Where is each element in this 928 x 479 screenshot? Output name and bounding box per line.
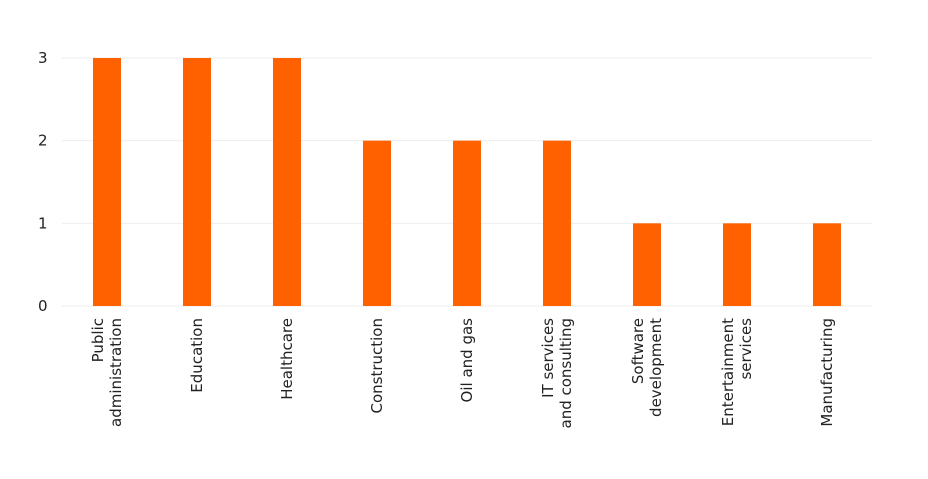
x-category-label: Software development: [629, 318, 665, 417]
x-category-label: Manufacturing: [818, 318, 836, 427]
bar: [93, 58, 121, 306]
y-tick-label: 2: [38, 132, 48, 150]
x-category-label: Oil and gas: [458, 318, 476, 403]
bars: [93, 58, 841, 306]
x-category-label-line: Software: [629, 318, 647, 384]
bar: [363, 140, 391, 306]
x-category-label: IT services and consulting: [539, 318, 575, 429]
x-category-label-line: Education: [188, 318, 206, 393]
x-category-label-line: IT services: [539, 318, 557, 398]
x-category-label: Public administration: [89, 318, 125, 427]
bar: [813, 223, 841, 306]
x-category-label: Construction: [368, 318, 386, 414]
x-category-label: Entertainment services: [719, 318, 755, 426]
bar: [183, 58, 211, 306]
x-category-label: Education: [188, 318, 206, 393]
x-axis-category-labels: Public administration Education Healthcare C…: [89, 318, 836, 429]
x-category-label-line: services: [737, 318, 755, 380]
x-category-label-line: Healthcare: [278, 318, 296, 400]
x-category-label-line: and consulting: [557, 318, 575, 429]
bar: [633, 223, 661, 306]
x-category-label-line: Construction: [368, 318, 386, 414]
y-axis-tick-labels: 0 1 2 3: [38, 49, 48, 315]
x-category-label: Healthcare: [278, 318, 296, 400]
bar: [273, 58, 301, 306]
x-category-label-line: Manufacturing: [818, 318, 836, 427]
bar: [543, 140, 571, 306]
y-tick-label: 0: [38, 297, 48, 315]
x-category-label-line: Public: [89, 318, 107, 362]
x-category-label-line: administration: [107, 318, 125, 427]
bar: [453, 140, 481, 306]
x-category-label-line: development: [647, 318, 665, 417]
x-category-label-line: Oil and gas: [458, 318, 476, 403]
x-category-label-line: Entertainment: [719, 318, 737, 426]
bar: [723, 223, 751, 306]
y-tick-label: 1: [38, 214, 48, 232]
y-tick-label: 3: [38, 49, 48, 67]
